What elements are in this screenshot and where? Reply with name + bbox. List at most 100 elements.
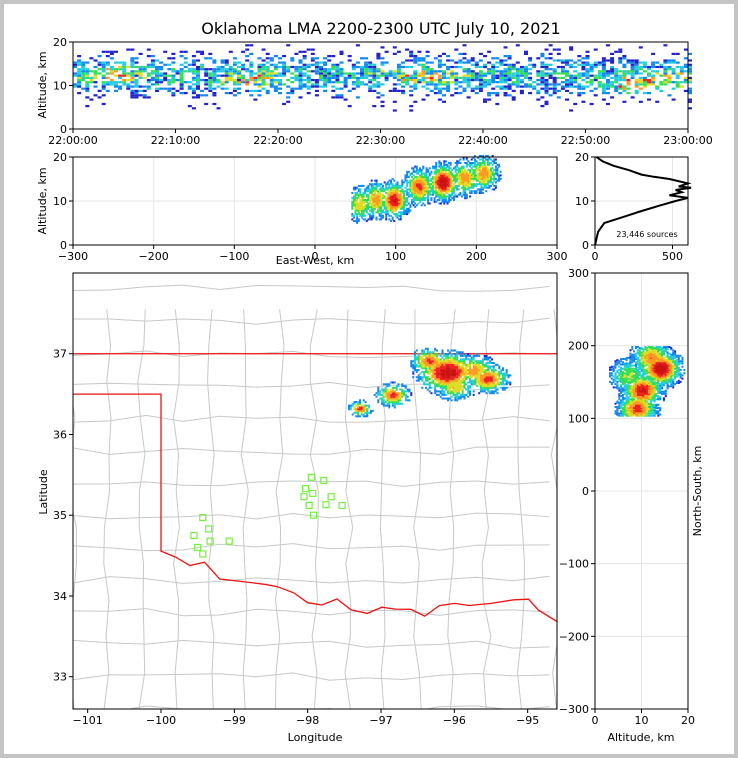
density-cell — [414, 192, 417, 194]
state-border-west — [73, 393, 162, 551]
density-cell — [352, 188, 355, 191]
density-cell — [446, 165, 449, 168]
density-cell — [640, 409, 643, 412]
density-cell — [502, 376, 504, 379]
density-cell — [419, 363, 422, 366]
density-cell — [499, 85, 504, 88]
density-cell — [361, 213, 363, 216]
density-cell — [391, 183, 394, 186]
density-cell — [393, 186, 396, 189]
density-cell — [475, 165, 478, 168]
density-cell — [640, 392, 643, 395]
density-cell — [601, 87, 606, 90]
density-cell — [458, 369, 460, 372]
density-cell — [461, 176, 463, 179]
density-cell — [411, 167, 413, 170]
density-cell — [642, 394, 645, 396]
density-cell — [625, 411, 628, 414]
density-cell — [556, 96, 561, 99]
density-cell — [436, 358, 438, 361]
density-cell — [232, 94, 237, 97]
density-cell — [472, 177, 475, 180]
density-cell — [450, 360, 453, 363]
density-cell — [483, 163, 486, 166]
density-cell — [436, 362, 438, 364]
density-cell — [409, 52, 414, 55]
density-cell — [377, 197, 380, 200]
density-cell — [323, 81, 328, 84]
density-cell — [224, 68, 229, 71]
density-cell — [367, 188, 370, 191]
density-cell — [435, 192, 438, 194]
density-cell — [212, 70, 217, 73]
density-cell — [412, 184, 415, 187]
density-cell — [155, 87, 159, 90]
density-cell — [636, 388, 639, 391]
density-cell — [477, 162, 480, 164]
density-cell — [314, 79, 319, 82]
density-cell — [623, 379, 626, 382]
density-cell — [327, 76, 332, 79]
density-cell — [683, 48, 688, 51]
density-cell — [454, 81, 459, 84]
density-cell — [481, 383, 484, 386]
density-cell — [367, 186, 370, 189]
density-cell — [237, 76, 241, 79]
density-cell — [383, 197, 386, 200]
density-cell — [452, 195, 455, 198]
density-cell — [361, 204, 363, 207]
density-cell — [319, 85, 323, 88]
density-cell — [420, 197, 423, 200]
density-cell — [441, 193, 444, 196]
density-cell — [378, 214, 381, 217]
density-cell — [426, 356, 429, 359]
density-cell — [464, 176, 467, 179]
density-cell — [435, 195, 438, 198]
density-cell — [391, 211, 394, 214]
density-cell — [491, 372, 493, 375]
density-cell — [679, 81, 684, 84]
density-cell — [433, 70, 438, 73]
density-cell — [409, 181, 412, 184]
density-cell — [390, 199, 392, 201]
density-cell — [335, 72, 340, 75]
density-cell — [633, 398, 636, 401]
density-cell — [480, 188, 483, 191]
density-cell — [612, 375, 615, 378]
density-cell — [356, 209, 359, 212]
density-cell — [441, 351, 444, 354]
density-cell — [298, 61, 303, 64]
density-cell — [688, 107, 692, 110]
density-cell — [505, 369, 508, 372]
density-cell — [419, 376, 422, 379]
density-cell — [634, 63, 639, 66]
density-cell — [298, 76, 303, 79]
density-cell — [485, 386, 488, 389]
density-cell — [445, 372, 448, 375]
density-cell — [331, 65, 336, 69]
density-cell — [368, 404, 371, 407]
density-cell — [414, 367, 416, 370]
density-cell — [610, 59, 615, 62]
density-cell — [396, 192, 399, 194]
density-cell — [402, 204, 405, 207]
density-cell — [462, 76, 467, 79]
density-cell — [466, 83, 471, 86]
density-cell — [503, 74, 508, 77]
density-cell — [159, 87, 164, 90]
density-cell — [439, 369, 442, 372]
density-cell — [432, 372, 435, 375]
density-cell — [437, 383, 440, 386]
density-cell — [487, 61, 492, 64]
density-cell — [631, 388, 634, 391]
density-cell — [485, 383, 488, 386]
density-cell — [498, 383, 501, 386]
density-cell — [492, 392, 495, 395]
density-cell — [220, 74, 225, 77]
density-cell — [505, 381, 508, 384]
density-cell — [352, 195, 355, 198]
density-cell — [688, 72, 692, 75]
density-cell — [380, 193, 383, 196]
density-cell — [265, 92, 270, 95]
density-cell — [404, 202, 407, 205]
